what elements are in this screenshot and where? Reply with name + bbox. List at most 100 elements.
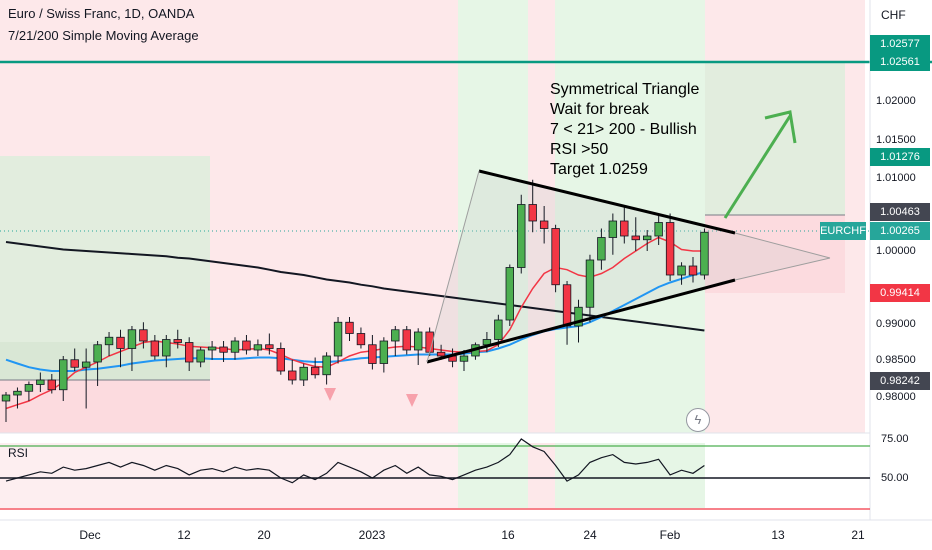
candle-body	[528, 204, 537, 222]
candle-body	[551, 228, 560, 286]
x-tick: 2023	[358, 528, 386, 542]
candle-body	[104, 336, 114, 346]
indicator-title[interactable]: 7/21/200 Simple Moving Average	[8, 28, 199, 43]
y-tick: 0.98000	[876, 391, 916, 403]
candle-body	[81, 361, 91, 368]
candle-body	[700, 231, 709, 276]
annotation-line-3: 7 < 21> 200 - Bullish	[550, 121, 697, 138]
candle-body	[162, 339, 171, 357]
candle-body	[70, 359, 79, 368]
candle-body	[139, 329, 148, 342]
candle-body	[539, 220, 549, 229]
x-tick: Dec	[79, 528, 101, 542]
candle-body	[677, 265, 686, 276]
session-band	[555, 0, 705, 433]
flash-icon[interactable]: ϟ	[686, 408, 710, 432]
position-box-profit-2	[0, 342, 210, 380]
candle-body	[585, 259, 595, 308]
rsi-tick: 75.00	[881, 433, 909, 445]
candle-body	[608, 220, 618, 238]
candle-body	[436, 351, 446, 357]
session-band	[458, 0, 528, 433]
candle-body	[219, 346, 228, 353]
candle-body	[207, 346, 217, 351]
candle-body	[242, 340, 251, 351]
candle-body	[413, 331, 423, 351]
y-tick: 1.00000	[876, 245, 916, 257]
rsi-label[interactable]: RSI	[8, 446, 29, 460]
triangle-area	[427, 173, 830, 362]
sma200-line	[5, 241, 705, 332]
candle-body	[345, 321, 354, 334]
x-tick: Feb	[659, 528, 681, 542]
candle-body	[265, 344, 274, 349]
currency-label: CHF	[881, 8, 906, 22]
x-tick: 13	[771, 528, 785, 542]
sell-signal-marker	[324, 388, 336, 401]
candle-body	[494, 319, 503, 340]
candle-body	[288, 370, 297, 381]
price-badge: 0.98242	[870, 372, 930, 390]
x-tick: 16	[501, 528, 515, 542]
triangle-apex-upper	[734, 232, 831, 259]
y-tick: 0.98500	[876, 354, 916, 366]
candle-body	[505, 267, 514, 321]
candle-body	[150, 340, 160, 357]
candle-body	[631, 235, 640, 241]
y-tick: 0.99000	[876, 318, 916, 330]
x-tick: 24	[583, 528, 597, 542]
candle-body	[643, 235, 652, 241]
y-tick: 1.01500	[876, 134, 916, 146]
candle-body	[310, 366, 320, 376]
breakout-arrow-shaft	[723, 115, 792, 219]
rsi-session-band	[458, 443, 528, 508]
candle-body	[1, 394, 11, 402]
candle-body	[93, 344, 102, 363]
rsi-line	[5, 438, 705, 484]
candle-body	[59, 359, 68, 391]
price-badge: 1.00265	[870, 222, 930, 240]
rsi-tick: 50.00	[881, 472, 909, 484]
candle-body	[459, 355, 469, 362]
sma21-line	[5, 271, 705, 372]
price-badge: 1.02577	[870, 35, 930, 53]
candle-body	[391, 329, 400, 342]
candle-body	[36, 379, 45, 385]
candle-body	[322, 355, 331, 376]
triangle-left-edge	[426, 170, 480, 363]
price-badge: 0.99414	[870, 284, 930, 302]
x-tick: 21	[851, 528, 865, 542]
x-tick: 20	[257, 528, 271, 542]
lower-trendline	[426, 278, 736, 364]
candle-body	[517, 204, 526, 268]
rsi-session-band	[555, 443, 705, 508]
candle-body	[253, 344, 263, 351]
candle-body	[13, 390, 22, 396]
candle-body	[654, 222, 663, 237]
candle-body	[562, 284, 572, 327]
chart-title[interactable]: Euro / Swiss Franc, 1D, OANDA	[8, 6, 195, 21]
price-badge: 1.00463	[870, 203, 930, 221]
annotation-line-2: Wait for break	[550, 101, 649, 118]
annotation-line-4: RSI >50	[550, 141, 609, 158]
breakout-arrow-head	[764, 110, 797, 144]
candle-body	[24, 384, 34, 392]
candle-body	[47, 379, 56, 391]
candle-body	[184, 342, 194, 363]
candle-body	[665, 222, 675, 276]
rsi-session-band	[0, 443, 458, 508]
candle-body	[196, 349, 205, 363]
position-box-loss	[0, 380, 210, 433]
price-badge: 1.01276	[870, 148, 930, 166]
symbol-tag: EURCHF	[820, 222, 866, 240]
annotation-line-5: Target 1.0259	[550, 161, 648, 178]
y-tick: 1.02000	[876, 95, 916, 107]
price-badge: 1.02561	[870, 53, 930, 71]
y-tick: 1.01000	[876, 172, 916, 184]
candle-body	[276, 348, 285, 372]
annotation-line-1: Symmetrical Triangle	[550, 81, 700, 98]
candle-body	[116, 336, 125, 349]
upper-trendline	[478, 169, 736, 235]
sell-signal-marker	[406, 394, 418, 407]
